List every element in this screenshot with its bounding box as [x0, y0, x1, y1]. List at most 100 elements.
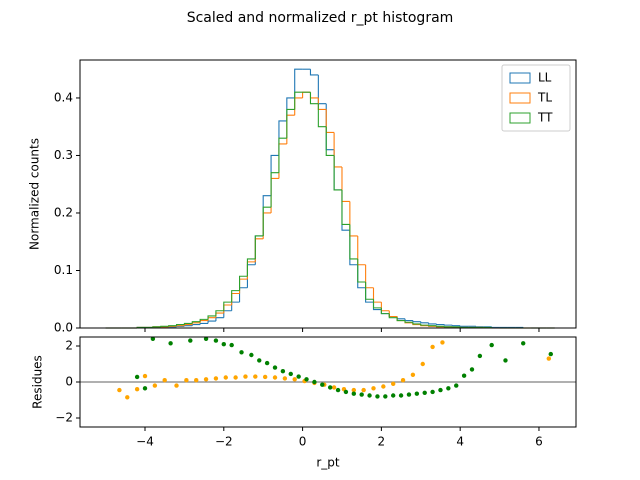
- y-tick-label: −2: [55, 411, 73, 425]
- histogram-step: [183, 325, 193, 327]
- y-axis-label: Normalized counts: [28, 138, 42, 250]
- point: [213, 376, 219, 381]
- point: [546, 356, 552, 361]
- histogram-step: [152, 326, 161, 328]
- histogram-step: [475, 326, 484, 328]
- histogram-step: [428, 322, 437, 325]
- point: [142, 386, 148, 391]
- histogram-step: [357, 258, 366, 283]
- point: [304, 377, 309, 382]
- histogram-step: [199, 318, 209, 322]
- point: [168, 341, 173, 346]
- point: [503, 358, 508, 363]
- point: [414, 391, 420, 396]
- point: [249, 352, 254, 358]
- histogram-step: [412, 320, 421, 323]
- legend-label: LL: [538, 71, 552, 85]
- histogram-step: [404, 320, 413, 323]
- histogram-step: [223, 301, 232, 311]
- axes-frame: [79, 336, 577, 428]
- point: [367, 393, 372, 398]
- point: [477, 353, 483, 359]
- histogram-step: [262, 206, 272, 236]
- point: [422, 390, 427, 395]
- point: [420, 361, 425, 367]
- point: [264, 360, 270, 366]
- y-tick-label: 0.0: [54, 321, 73, 335]
- point: [184, 378, 189, 383]
- histogram-step: [168, 325, 177, 327]
- histogram-step: [341, 189, 350, 226]
- point: [221, 342, 226, 347]
- histogram-step: [459, 325, 469, 327]
- x-tick-label: 0: [299, 435, 307, 449]
- histogram-step: [435, 325, 445, 327]
- point: [440, 340, 445, 345]
- legend-swatch: [509, 72, 531, 84]
- histogram-step: [168, 325, 177, 327]
- point: [229, 342, 234, 348]
- point: [134, 374, 140, 380]
- point: [438, 387, 443, 393]
- point: [134, 387, 140, 392]
- histogram-step: [175, 323, 185, 326]
- chart-title: Scaled and normalized r_pt histogram: [187, 10, 454, 26]
- point: [359, 392, 364, 397]
- point: [375, 394, 380, 399]
- histogram-step: [349, 224, 358, 260]
- point: [292, 377, 297, 382]
- histogram-step: [459, 326, 469, 328]
- histogram-step: [443, 324, 453, 326]
- point: [282, 376, 288, 381]
- point: [312, 379, 317, 385]
- point: [152, 383, 158, 388]
- histogram-step: [294, 68, 303, 98]
- point: [446, 386, 451, 391]
- histogram-step: [168, 326, 177, 328]
- point: [272, 375, 278, 380]
- histogram-step: [239, 275, 248, 291]
- point: [320, 382, 325, 387]
- histogram-step: [309, 69, 319, 76]
- point: [203, 377, 209, 382]
- point: [351, 387, 357, 393]
- legend-swatch: [509, 112, 531, 124]
- point: [406, 392, 412, 397]
- histogram-step: [278, 137, 287, 173]
- x-tick-label: −4: [136, 435, 154, 449]
- y-tick-label: 0.3: [54, 148, 73, 162]
- x-tick-label: 2: [378, 435, 386, 449]
- legend-label: TL: [537, 91, 552, 105]
- point: [253, 374, 258, 379]
- point: [361, 387, 366, 393]
- point: [203, 336, 209, 341]
- point: [150, 336, 156, 341]
- histogram-step: [183, 322, 193, 325]
- histogram-step: [435, 323, 445, 326]
- histogram-step: [372, 299, 382, 309]
- point: [331, 385, 337, 390]
- histogram-step: [191, 321, 201, 324]
- point: [398, 393, 404, 398]
- point: [391, 393, 396, 398]
- histogram-step: [325, 126, 335, 157]
- point: [162, 378, 167, 383]
- point: [430, 389, 435, 395]
- point: [391, 381, 396, 386]
- histogram-step: [175, 325, 185, 327]
- point: [371, 386, 376, 391]
- y-tick-label: 0: [65, 375, 73, 389]
- point: [296, 374, 301, 379]
- point: [233, 375, 238, 380]
- histogram-step: [215, 310, 224, 316]
- point: [381, 384, 386, 389]
- y-axis-label: Residues: [31, 355, 45, 409]
- histogram-step: [286, 108, 295, 139]
- point: [243, 374, 248, 379]
- histogram-step: [365, 281, 374, 300]
- axes-frame: [79, 59, 577, 329]
- histogram-step: [199, 322, 209, 325]
- point: [174, 383, 179, 388]
- point: [239, 350, 244, 355]
